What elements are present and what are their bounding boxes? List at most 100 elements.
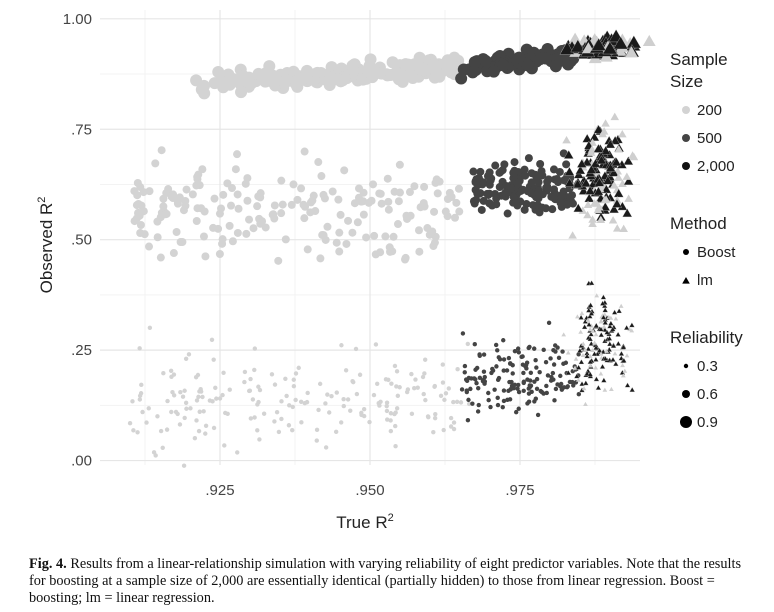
data-point: [146, 406, 151, 411]
data-point: [576, 352, 581, 357]
data-point: [593, 322, 600, 328]
data-point: [546, 320, 552, 326]
data-point: [316, 407, 321, 413]
data-point: [568, 231, 577, 239]
data-point: [336, 210, 345, 219]
data-point: [233, 150, 242, 159]
data-point: [581, 386, 587, 391]
data-point: [248, 376, 253, 382]
data-point: [629, 328, 635, 333]
data-point: [583, 210, 592, 219]
data-point: [433, 189, 442, 198]
data-point: [612, 351, 618, 356]
data-point: [373, 342, 379, 347]
data-point: [515, 386, 520, 391]
data-point: [610, 356, 616, 362]
data-point: [556, 355, 562, 361]
data-point: [588, 215, 597, 223]
data-point: [553, 386, 559, 392]
data-point: [608, 216, 618, 224]
data-point: [333, 429, 339, 435]
data-point: [298, 399, 304, 405]
tick-labels: .925 .950 .975 .00 .25 .50 .75 1.00: [63, 11, 535, 499]
data-point: [384, 408, 390, 414]
legend-key: [682, 390, 690, 398]
data-point: [474, 380, 479, 386]
data-point: [269, 372, 275, 377]
data-point: [409, 411, 415, 417]
data-point: [462, 363, 468, 369]
data-point: [495, 395, 500, 401]
data-point: [217, 396, 223, 401]
data-point: [458, 400, 464, 405]
data-point: [392, 363, 398, 369]
data-point: [614, 145, 624, 153]
data-point: [257, 437, 262, 442]
data-point: [613, 316, 619, 321]
data-point: [384, 400, 390, 405]
data-point: [588, 331, 594, 337]
data-point: [169, 409, 174, 415]
data-point: [515, 346, 521, 351]
caption-text: Results from a linear-relationship simul…: [29, 556, 742, 606]
data-point: [291, 377, 296, 382]
data-point: [614, 173, 623, 181]
data-point: [596, 215, 606, 223]
data-point: [604, 329, 610, 335]
data-point: [389, 381, 394, 386]
data-point: [529, 389, 534, 395]
data-point: [377, 403, 382, 408]
data-point: [576, 377, 581, 382]
data-point: [469, 167, 478, 176]
data-point: [573, 356, 579, 361]
data-point: [581, 157, 593, 166]
data-point: [432, 415, 438, 421]
data-point: [588, 310, 595, 316]
data-point: [399, 58, 412, 71]
data-point: [393, 443, 398, 449]
data-point: [475, 189, 484, 198]
data-point: [362, 233, 371, 242]
legend-key: [683, 249, 689, 255]
data-point: [448, 51, 461, 64]
data-point: [618, 179, 627, 187]
data-point: [587, 363, 593, 368]
data-point: [580, 352, 586, 358]
data-point: [415, 247, 424, 256]
data-point: [555, 382, 560, 387]
legend-label: 0.6: [697, 386, 718, 403]
legend-title: Method: [670, 214, 727, 233]
data-point: [555, 345, 560, 350]
data-point: [423, 357, 428, 362]
data-point: [466, 401, 472, 407]
data-point: [474, 180, 483, 189]
data-point: [188, 406, 193, 411]
data-point: [269, 210, 278, 219]
data-point: [486, 176, 495, 185]
data-point: [526, 399, 532, 404]
data-point: [155, 414, 160, 419]
data-point: [342, 239, 351, 248]
data-point: [409, 371, 414, 377]
data-point: [324, 71, 337, 84]
data-point: [507, 379, 512, 385]
data-point: [394, 369, 400, 374]
data-point: [375, 381, 380, 386]
data-point: [601, 324, 607, 329]
data-point: [571, 383, 576, 388]
data-point: [586, 164, 597, 174]
data-point: [410, 182, 419, 191]
data-point: [559, 41, 575, 55]
data-point: [585, 307, 592, 313]
data-point: [457, 63, 470, 76]
data-point: [522, 199, 531, 208]
data-point: [198, 79, 211, 92]
data-point: [621, 357, 627, 363]
data-point: [184, 406, 189, 411]
data-point: [624, 382, 631, 388]
data-point: [479, 54, 492, 67]
data-point: [303, 245, 312, 254]
data-point: [243, 174, 252, 183]
data-point: [512, 348, 518, 354]
data-point: [611, 157, 622, 167]
